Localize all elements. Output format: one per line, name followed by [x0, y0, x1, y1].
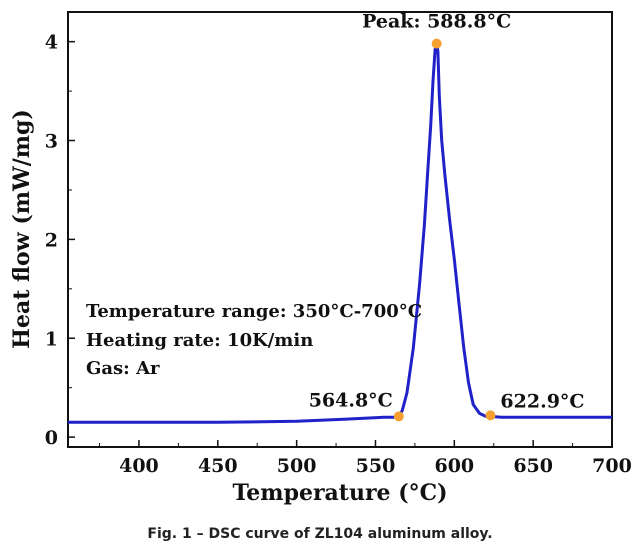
y-tick-label: 1 [45, 328, 58, 350]
y-tick-label: 0 [45, 427, 58, 449]
onset-marker-point [393, 411, 404, 422]
y-tick-label: 4 [45, 32, 58, 54]
annotation-gas: Gas: Ar [86, 358, 160, 379]
x-tick-label: 500 [277, 455, 317, 477]
x-tick-label: 550 [356, 455, 396, 477]
annotation-heating-rate: Heating rate: 10K/min [86, 330, 313, 351]
y-tick-label: 2 [45, 229, 58, 251]
x-tick-label: 700 [592, 455, 632, 477]
x-axis-ticks: 400 450 500 550 600 650 700 [99, 440, 632, 477]
endset-marker-label: 622.9°C [500, 390, 584, 412]
endset-marker-point [485, 410, 496, 421]
x-tick-label: 450 [198, 455, 238, 477]
plot-frame [67, 11, 613, 448]
onset-marker-label: 564.8°C [309, 389, 393, 411]
y-tick-label: 3 [45, 131, 58, 153]
y-axis-title: Heat flow (mW/mg) [9, 109, 35, 349]
annotation-temperature-range: Temperature range: 350°C-700°C [86, 301, 422, 322]
x-tick-label: 600 [434, 455, 474, 477]
x-tick-label: 400 [119, 455, 159, 477]
y-axis-ticks: 0 1 2 3 4 [45, 32, 75, 449]
plot-area [67, 11, 613, 448]
x-tick-label: 650 [513, 455, 553, 477]
marker-layer: 564.8°C Peak: 588.8°C 622.9°C [309, 11, 585, 422]
peak-marker-label: Peak: 588.8°C [362, 11, 511, 33]
figure-caption: Fig. 1 – DSC curve of ZL104 aluminum all… [147, 526, 492, 542]
x-axis-title: Temperature (°C) [232, 480, 447, 506]
peak-marker-point [431, 38, 442, 49]
